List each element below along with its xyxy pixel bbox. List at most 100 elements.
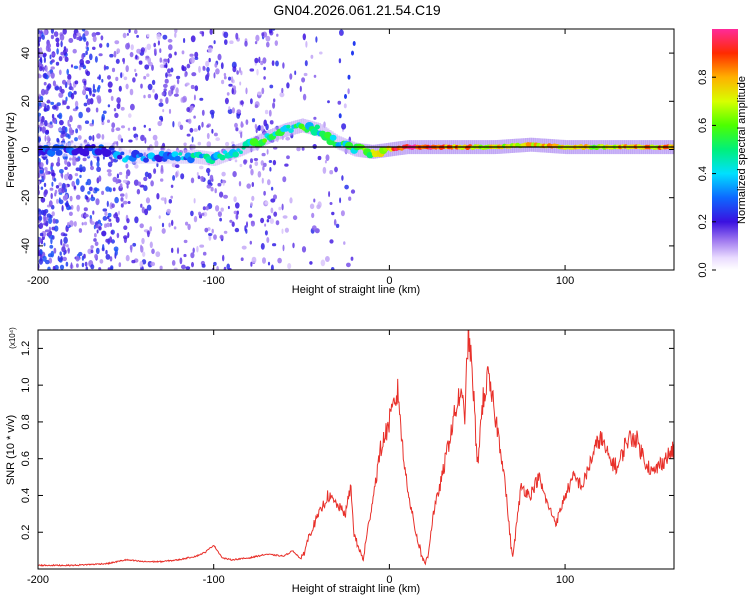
spectrogram-noise-cell [98, 74, 102, 81]
spectrogram-noise-cell [145, 55, 150, 59]
spectrogram-noise-cell [257, 91, 262, 96]
spectrogram-noise-cell [131, 259, 136, 264]
snr-y-axis-label: SNR (10 * v/v) [5, 415, 17, 485]
spectrogram-noise-cell [140, 134, 145, 142]
spectrogram-noise-cell [197, 175, 201, 180]
spectrogram-noise-cell [260, 217, 265, 224]
spectrogram-noise-cell [53, 247, 57, 254]
spectrogram-noise-cell [108, 218, 112, 222]
spectrogram-noise-cell [117, 134, 122, 141]
spectrogram-noise-cell [102, 208, 108, 212]
spectrogram-noise-cell [92, 134, 95, 142]
spectrogram-noise-cell [340, 210, 345, 217]
spectrogram-noise-cell [143, 75, 147, 80]
spectrogram-noise-cell [74, 100, 79, 108]
spectrogram-noise-cell [75, 194, 81, 200]
spectrogram-noise-cell [208, 233, 213, 236]
spectrogram-noise-cell [198, 211, 202, 216]
spectrogram-noise-cell [54, 189, 58, 194]
spectrogram-noise-cell [171, 260, 176, 266]
spectrogram-noise-cell [100, 35, 104, 41]
spectrogram-noise-cell [64, 158, 68, 165]
spectrogram-noise-cell [262, 257, 266, 264]
spectrogram-noise-cell [99, 43, 103, 48]
spectrogram-ridge-cell [120, 151, 125, 156]
spectrogram-noise-cell [183, 253, 187, 258]
spectrogram-noise-cell [313, 116, 317, 120]
spectrogram-noise-cell [220, 207, 224, 212]
spectrogram-ridge-cell [262, 138, 267, 143]
spectrogram-noise-cell [49, 244, 54, 249]
spectrogram-noise-cell [50, 34, 55, 40]
spectrogram-noise-cell [115, 58, 120, 64]
spectrogram-noise-cell [175, 171, 178, 178]
spectrogram-noise-cell [109, 53, 114, 58]
spectrogram-noise-cell [236, 210, 239, 215]
spectrogram-noise-cell [98, 226, 102, 231]
spectrogram-noise-cell [199, 97, 204, 101]
spectrogram-noise-cell [215, 68, 220, 75]
spectrogram-noise-cell [222, 182, 225, 186]
spectrogram-x-axis-label: Height of straight line (km) [292, 284, 420, 296]
spectrogram-noise-cell [42, 255, 47, 262]
spectrogram-noise-cell [157, 120, 163, 127]
spectrogram-noise-cell [92, 93, 96, 97]
spectrogram-noise-cell [281, 228, 284, 234]
spectrogram-noise-cell [39, 126, 43, 132]
spectrogram-noise-cell [61, 172, 64, 179]
spectrogram-noise-cell [94, 241, 99, 247]
spectrogram-noise-cell [251, 170, 254, 174]
spectrogram-noise-cell [213, 132, 218, 137]
spectrogram-y-ticks: -40 -20 0 20 40 [20, 47, 674, 254]
spectrogram-noise-cell [202, 251, 207, 256]
spectrogram-noise-cell [56, 102, 61, 106]
spectrogram-noise-cell [155, 251, 161, 258]
spectrogram-rise-cell [351, 50, 354, 56]
spectrogram-noise-cell [240, 70, 243, 76]
spectrogram-noise-cell [92, 210, 95, 215]
colorbar-tick-label: 0.6 [697, 118, 709, 133]
spectrogram-noise-cell [148, 128, 151, 132]
spectrogram-noise-cell [220, 62, 224, 70]
spectrogram-noise-cell [134, 216, 139, 224]
spectrogram-noise-cell [193, 128, 198, 132]
spectrogram-noise-cell [221, 171, 226, 177]
y-tick-label: -20 [20, 190, 32, 206]
spectrogram-noise-cell [44, 229, 50, 233]
spectrogram-noise-cell [96, 95, 101, 101]
spectrogram-noise-cell [92, 35, 97, 43]
spectrogram-noise-cell [39, 56, 43, 64]
spectrogram-noise-cell [118, 210, 120, 216]
spectrogram-noise-cell [206, 66, 210, 73]
spectrogram-noise-cell [272, 159, 277, 166]
spectrogram-noise-cell [272, 243, 277, 247]
spectrogram-noise-cell [38, 112, 42, 117]
spectrogram-noise-cell [60, 88, 65, 94]
spectrogram-noise-cell [40, 88, 46, 96]
spectrogram-noise-cell [193, 94, 196, 101]
spectrogram-noise-cell [236, 112, 241, 119]
spectrogram-noise-cell [62, 100, 67, 105]
spectrogram-noise-cell [66, 161, 71, 167]
spectrogram-noise-cell [116, 173, 119, 179]
colorbar-gradient [712, 29, 738, 270]
spectrogram-noise-cell [112, 187, 116, 192]
spectrogram-noise-cell [350, 189, 356, 194]
spectrogram-noise-cell [85, 60, 91, 64]
spectrogram-noise-cell [71, 86, 74, 91]
spectrogram-noise-cell [245, 87, 248, 95]
spectrogram-noise-cell [102, 216, 108, 221]
spectrogram-noise-cell [75, 178, 80, 186]
spectrogram-noise-cell [289, 197, 293, 204]
spectrogram-noise-cell [157, 40, 160, 46]
spectrogram-noise-cell [114, 40, 120, 45]
spectrogram-noise-cell [38, 180, 41, 186]
spectrogram-noise-cell [156, 33, 161, 40]
spectrogram-noise-cell [183, 38, 186, 43]
spectrogram-noise-cell [146, 43, 152, 50]
spectrogram-noise-cell [94, 233, 97, 238]
x-tick-label: -100 [203, 574, 225, 586]
spectrogram-noise-cell [264, 201, 269, 205]
spectrogram-noise-cell [219, 217, 223, 222]
spectrogram-noise-cell [68, 38, 74, 43]
